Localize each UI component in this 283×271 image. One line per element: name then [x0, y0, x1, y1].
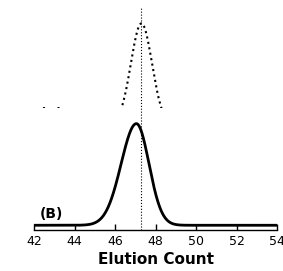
Text: (B): (B) [40, 207, 63, 221]
Text: (A): (A) [40, 107, 64, 121]
X-axis label: Elution Count: Elution Count [98, 252, 214, 267]
